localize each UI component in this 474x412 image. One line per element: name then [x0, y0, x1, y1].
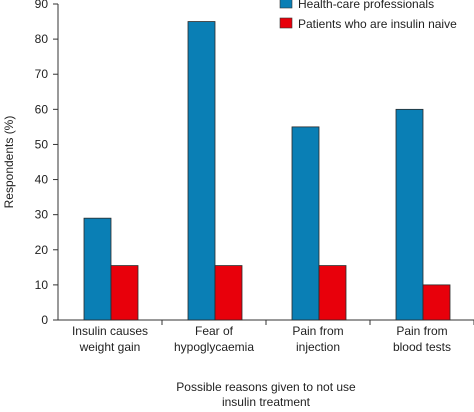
bar-patient-3 — [318, 265, 347, 321]
y-tick-label: 0 — [41, 313, 48, 327]
bar-patient-4 — [422, 284, 451, 321]
bar-hcp-3 — [291, 126, 320, 321]
legend-label-health-care-professionals: Health-care professionals — [298, 0, 434, 11]
x-category-label: weight gain — [79, 340, 141, 354]
legend-label-patients-insulin-naive: Patients who are insulin naive — [298, 17, 457, 31]
category-labels: Insulin causes weight gain Fear of hypoglyc… — [72, 324, 451, 354]
x-axis-title-line-1: Possible reasons given to not use — [176, 380, 356, 394]
bar-patient-1 — [110, 265, 139, 321]
y-tick-label: 60 — [35, 102, 49, 116]
y-tick-label: 70 — [35, 67, 49, 81]
bar-hcp-4 — [395, 108, 424, 321]
y-tick-label: 40 — [35, 173, 49, 187]
x-category-label: hypoglycaemia — [174, 340, 254, 354]
y-tick-label: 50 — [35, 137, 49, 151]
x-category-label: blood tests — [393, 340, 451, 354]
x-category-label: Pain from — [396, 324, 447, 338]
x-ticks — [161, 320, 474, 325]
y-ticks: 0 10 20 30 40 50 60 70 80 90 — [35, 0, 58, 327]
x-category-label: Fear of — [195, 324, 234, 338]
x-category-label: injection — [296, 340, 340, 354]
legend: Health-care professionals Patients who a… — [279, 0, 457, 31]
y-tick-label: 90 — [35, 0, 49, 11]
y-tick-label: 30 — [35, 208, 49, 222]
x-category-label: Pain from — [292, 324, 343, 338]
legend-swatch-health-care-professionals — [279, 0, 293, 9]
bars — [83, 21, 451, 321]
bar-hcp-2 — [187, 21, 216, 321]
x-axis-title-line-2: insulin treatment — [222, 395, 311, 409]
y-tick-label: 20 — [35, 243, 49, 257]
y-tick-label: 10 — [35, 278, 49, 292]
bar-patient-2 — [214, 265, 243, 321]
x-category-label: Insulin causes — [72, 324, 148, 338]
legend-swatch-patients-insulin-naive — [279, 17, 293, 29]
y-axis-title: Respondents (%) — [2, 116, 16, 209]
bar-hcp-1 — [83, 217, 112, 321]
y-tick-label: 80 — [35, 32, 49, 46]
